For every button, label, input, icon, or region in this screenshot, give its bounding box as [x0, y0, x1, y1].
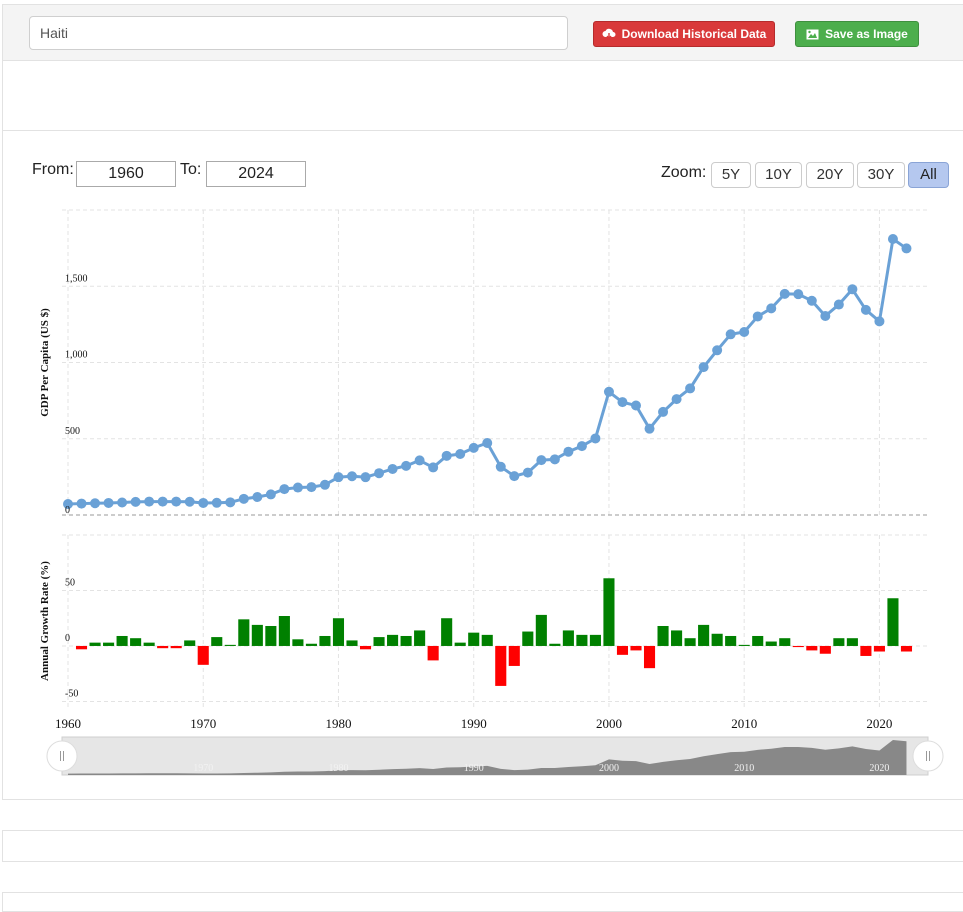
- zoom-30y-button[interactable]: 30Y: [857, 162, 905, 188]
- content-spacer: [2, 61, 963, 131]
- footer-panel-2: [2, 892, 963, 912]
- zoom-label: Zoom:: [661, 164, 707, 181]
- country-search-input[interactable]: Haiti: [29, 16, 568, 50]
- cloud-download-icon: [602, 28, 616, 40]
- from-year-input[interactable]: 1960: [76, 161, 176, 187]
- zoom-20y-button[interactable]: 20Y: [806, 162, 854, 188]
- zoom-10y-button[interactable]: 10Y: [755, 162, 802, 188]
- top-toolbar: Haiti Download Historical Data Save as I…: [2, 4, 963, 61]
- image-icon: [806, 29, 819, 39]
- download-historical-data-button[interactable]: Download Historical Data: [593, 21, 775, 47]
- to-label: To:: [180, 161, 202, 178]
- zoom-all-button[interactable]: All: [908, 162, 949, 188]
- save-button-label: Save as Image: [825, 27, 908, 41]
- to-year-input[interactable]: 2024: [206, 161, 306, 187]
- chart-panel: [2, 130, 963, 800]
- footer-panel: [2, 830, 963, 862]
- save-as-image-button[interactable]: Save as Image: [795, 21, 919, 47]
- zoom-5y-button[interactable]: 5Y: [711, 162, 751, 188]
- from-label: From:: [32, 161, 74, 178]
- download-button-label: Download Historical Data: [621, 27, 767, 41]
